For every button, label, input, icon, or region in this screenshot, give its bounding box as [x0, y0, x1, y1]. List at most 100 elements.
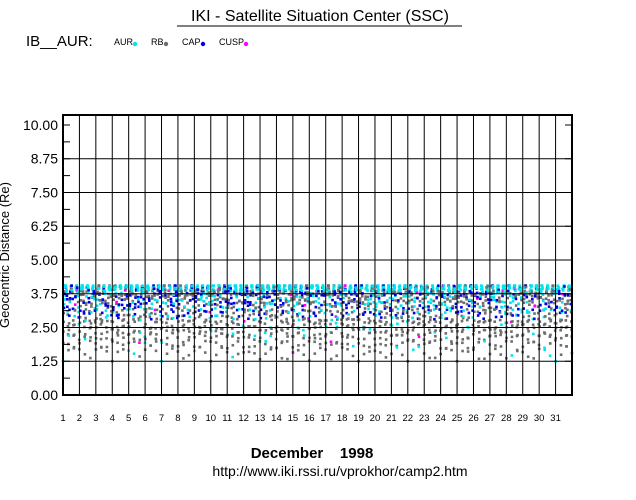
point-rb	[460, 314, 464, 318]
point-rb	[550, 290, 554, 294]
point-aur	[328, 295, 332, 299]
point-rb	[236, 317, 239, 321]
point-rb	[548, 317, 551, 320]
point-cap	[382, 284, 385, 287]
point-rb	[106, 306, 110, 309]
point-rb	[260, 297, 263, 301]
point-rb	[477, 337, 481, 341]
point-rb	[218, 295, 222, 299]
point-rb	[105, 330, 109, 334]
point-rb	[561, 297, 564, 301]
point-aur	[302, 334, 306, 337]
point-aur	[237, 307, 241, 311]
point-aur	[240, 287, 243, 290]
point-aur	[109, 288, 112, 291]
point-aur	[430, 291, 433, 295]
point-aur	[448, 289, 452, 293]
point-rb	[374, 308, 378, 312]
point-rb	[389, 313, 392, 317]
point-rb	[278, 290, 282, 293]
point-cap	[74, 295, 77, 298]
point-aur	[208, 303, 211, 307]
point-rb	[253, 324, 257, 328]
point-aur	[503, 305, 507, 308]
point-rb	[368, 350, 371, 353]
point-cap	[560, 309, 564, 313]
point-cap	[174, 284, 177, 287]
point-rb	[293, 295, 296, 298]
point-aur	[372, 300, 376, 304]
point-rb	[516, 320, 520, 323]
point-cap	[249, 293, 252, 297]
point-rb	[449, 320, 453, 324]
point-aur	[92, 288, 95, 292]
point-rb	[68, 299, 71, 302]
point-rb	[302, 336, 305, 340]
point-aur	[451, 296, 455, 299]
x-tick-label: 4	[110, 413, 115, 424]
point-cap	[427, 305, 430, 308]
point-rb	[383, 316, 387, 319]
point-rb	[385, 300, 389, 304]
point-rb	[252, 312, 256, 316]
point-rb	[444, 317, 447, 321]
point-aur	[495, 291, 499, 295]
point-rb	[220, 346, 224, 349]
point-rb	[417, 333, 420, 336]
point-rb	[350, 305, 354, 309]
point-rb	[89, 322, 93, 325]
point-cap	[314, 314, 317, 318]
point-rb	[346, 347, 349, 351]
point-rb	[550, 293, 553, 297]
point-rb	[558, 299, 562, 302]
point-cap	[126, 304, 129, 307]
point-rb	[450, 330, 454, 333]
point-aur	[89, 311, 93, 314]
point-cap	[274, 303, 277, 306]
point-aur	[462, 309, 465, 313]
point-rb	[290, 307, 294, 310]
point-cap	[194, 300, 197, 303]
point-rb	[465, 298, 469, 301]
point-rb	[478, 330, 481, 334]
point-rb	[429, 315, 432, 319]
point-cap	[265, 296, 269, 299]
point-aur	[366, 302, 370, 305]
point-rb	[296, 348, 300, 352]
point-rb	[404, 290, 408, 294]
point-aur	[202, 299, 206, 303]
point-cap	[300, 293, 304, 297]
point-rb	[154, 340, 158, 343]
point-rb	[147, 294, 151, 298]
point-aur	[201, 284, 205, 287]
point-rb	[231, 343, 235, 347]
point-rb	[522, 315, 525, 319]
point-rb	[516, 349, 519, 353]
point-rb	[551, 284, 555, 287]
point-aur	[77, 310, 80, 314]
point-rb	[367, 321, 371, 325]
point-aur	[156, 299, 159, 302]
point-rb	[159, 318, 163, 321]
point-rb	[457, 296, 460, 299]
x-tick-label: 5	[126, 413, 131, 424]
point-rb	[165, 343, 169, 346]
point-aur	[344, 288, 348, 292]
point-cap	[378, 312, 381, 316]
point-cap	[104, 304, 108, 307]
y-axis: 10.008.757.506.255.003.752.501.250.00	[23, 117, 572, 403]
point-cap	[353, 290, 357, 293]
point-aur	[459, 284, 462, 287]
point-aur	[300, 289, 304, 293]
point-rb	[215, 334, 218, 338]
point-rb	[527, 341, 530, 345]
point-aur	[404, 294, 408, 298]
point-cap	[114, 295, 118, 298]
point-rb	[99, 317, 102, 321]
point-rb	[186, 293, 189, 297]
point-cap	[204, 310, 208, 313]
x-tick-label: 18	[337, 413, 348, 424]
point-aur	[395, 346, 399, 349]
point-rb	[395, 333, 399, 337]
point-rb	[280, 329, 284, 332]
